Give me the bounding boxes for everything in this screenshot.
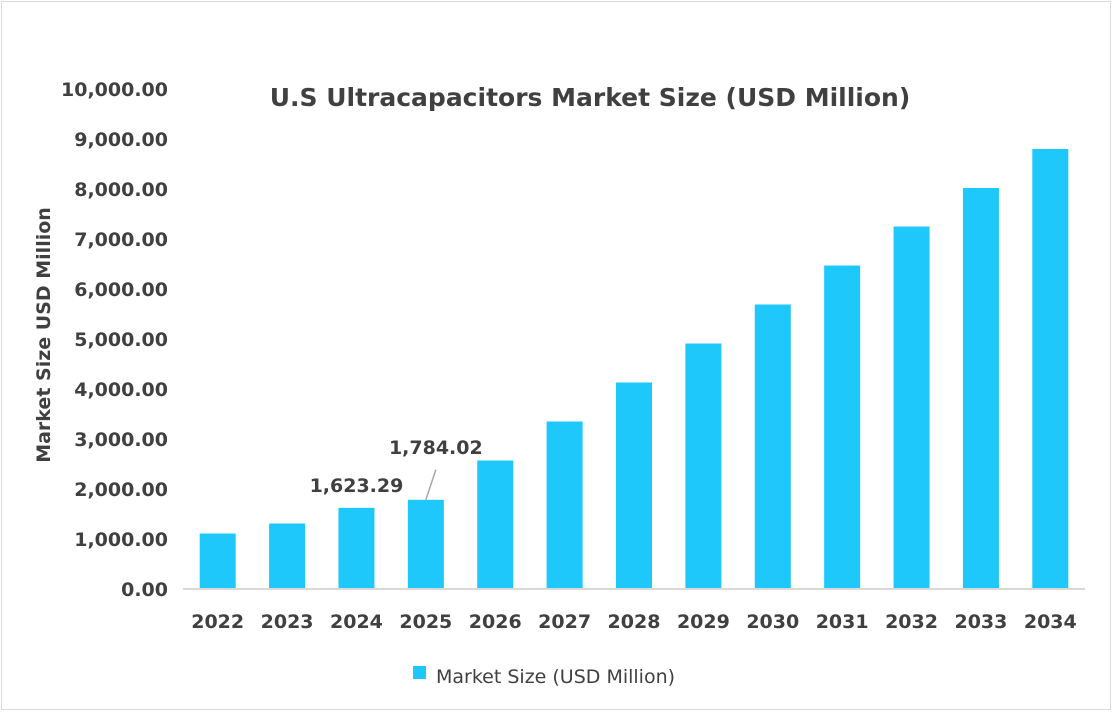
bar-2034[interactable] bbox=[1032, 149, 1069, 589]
y-tick-label: 0.00 bbox=[121, 579, 168, 601]
x-tick-label: 2029 bbox=[677, 611, 730, 633]
bar-2025[interactable] bbox=[407, 499, 444, 589]
x-tick-label: 2025 bbox=[399, 611, 452, 633]
bar-2027[interactable] bbox=[546, 421, 583, 590]
bar-2029[interactable] bbox=[685, 343, 722, 590]
x-tick-label: 2032 bbox=[885, 611, 938, 633]
x-tick-label: 2031 bbox=[816, 611, 869, 633]
x-tick-label: 2028 bbox=[608, 611, 661, 633]
data-label: 1,623.29 bbox=[310, 475, 404, 497]
bar-2030[interactable] bbox=[754, 304, 791, 590]
chart-title: U.S Ultracapacitors Market Size (USD Mil… bbox=[270, 83, 911, 112]
y-tick-label: 5,000.00 bbox=[74, 329, 168, 351]
y-axis-label: Market Size USD Million bbox=[33, 207, 55, 463]
y-tick-label: 6,000.00 bbox=[74, 279, 168, 301]
legend-label[interactable]: Market Size (USD Million) bbox=[436, 666, 675, 688]
bar-2024[interactable] bbox=[338, 507, 375, 589]
bar-2026[interactable] bbox=[477, 460, 514, 590]
bar-2023[interactable] bbox=[269, 523, 306, 590]
y-tick-label: 7,000.00 bbox=[74, 229, 168, 251]
bar-2031[interactable] bbox=[824, 265, 861, 590]
bar-2022[interactable] bbox=[199, 533, 236, 590]
y-tick-label: 8,000.00 bbox=[74, 179, 168, 201]
leader-line bbox=[425, 469, 437, 501]
y-tick-label: 10,000.00 bbox=[61, 79, 168, 101]
y-tick-label: 1,000.00 bbox=[74, 529, 168, 551]
x-tick-label: 2023 bbox=[261, 611, 314, 633]
x-tick-label: 2030 bbox=[746, 611, 799, 633]
legend-swatch bbox=[413, 666, 426, 679]
y-tick-label: 4,000.00 bbox=[74, 379, 168, 401]
data-label: 1,784.02 bbox=[389, 437, 483, 459]
y-tick-label: 3,000.00 bbox=[74, 429, 168, 451]
bar-2033[interactable] bbox=[962, 188, 999, 589]
x-tick-label: 2026 bbox=[469, 611, 522, 633]
y-tick-label: 9,000.00 bbox=[74, 129, 168, 151]
x-tick-label: 2022 bbox=[191, 611, 244, 633]
x-tick-label: 2034 bbox=[1024, 611, 1077, 633]
x-tick-label: 2024 bbox=[330, 611, 383, 633]
x-tick-label: 2033 bbox=[954, 611, 1007, 633]
bar-2028[interactable] bbox=[616, 382, 652, 590]
x-tick-label: 2027 bbox=[538, 611, 591, 633]
bar-2032[interactable] bbox=[893, 226, 930, 590]
y-tick-label: 2,000.00 bbox=[74, 479, 168, 501]
